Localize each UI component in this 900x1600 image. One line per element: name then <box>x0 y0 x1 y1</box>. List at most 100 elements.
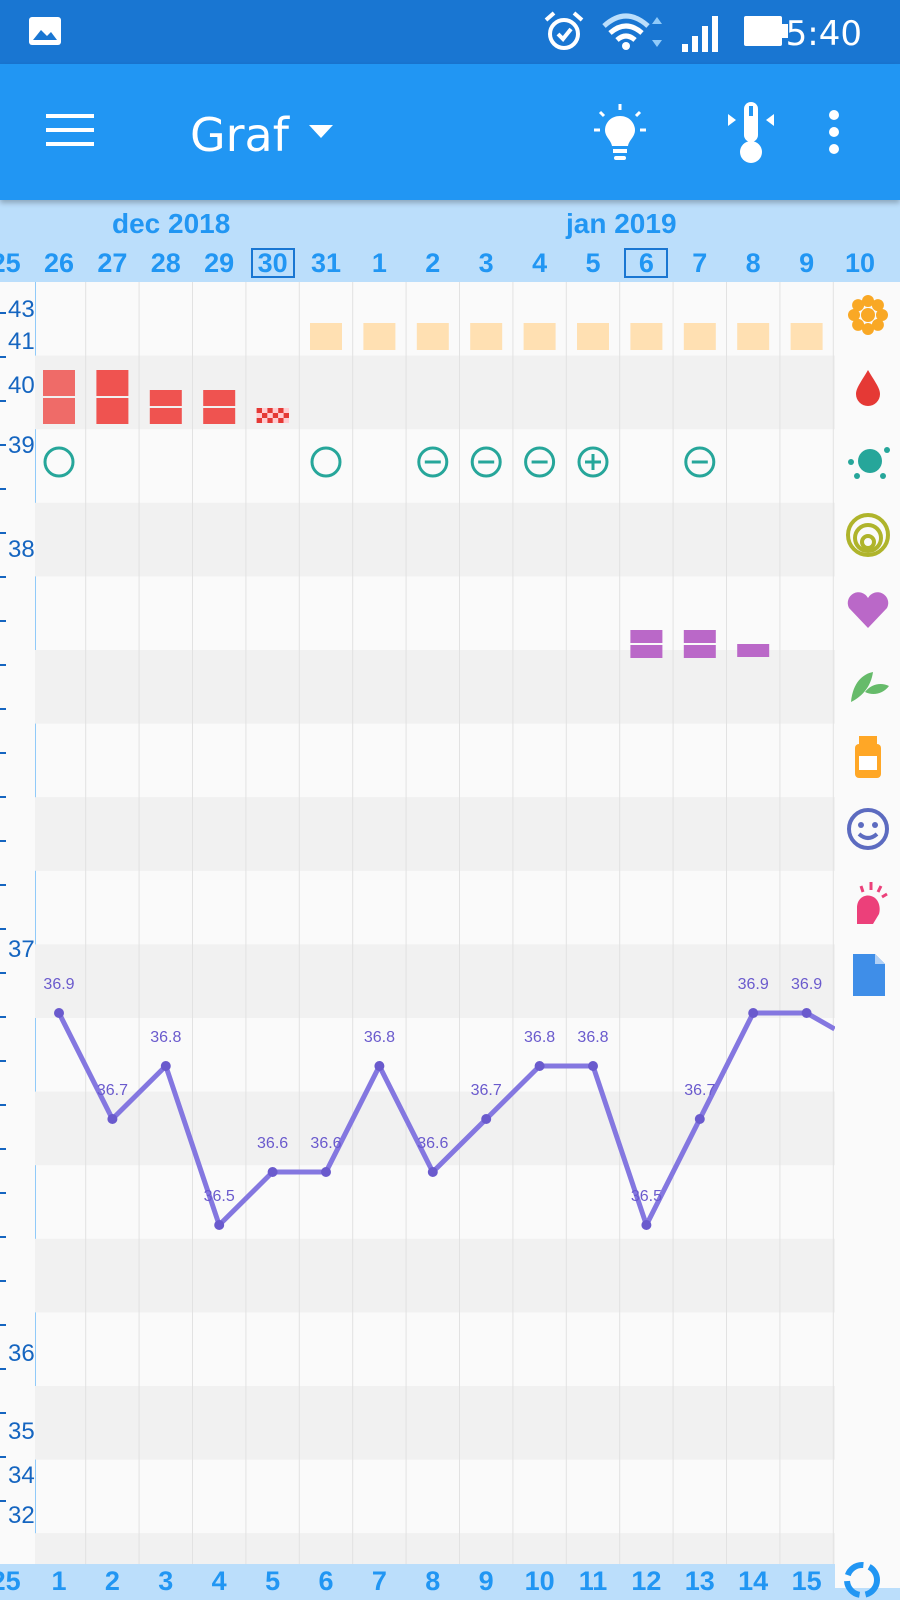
temperature-point <box>534 1061 545 1071</box>
battery-icon <box>744 16 788 46</box>
date-header-day[interactable]: 29 <box>204 248 235 278</box>
cycle-day-label: 5 <box>265 1566 281 1596</box>
temperature-point <box>801 1008 812 1018</box>
cycle-day-label: 25 <box>0 1566 21 1596</box>
temperature-point <box>427 1167 438 1177</box>
temperature-point <box>588 1061 598 1071</box>
date-header-day[interactable]: 7 <box>692 248 708 278</box>
thermometer-icon[interactable] <box>726 98 776 168</box>
spotting-marker <box>278 413 284 418</box>
sync-icon[interactable] <box>842 1560 882 1600</box>
menstruation-bar <box>43 370 75 396</box>
spotting-marker <box>283 418 289 423</box>
spotting-marker <box>278 408 284 413</box>
cervical-mucus-marker <box>630 323 663 350</box>
libido-bar <box>737 644 770 657</box>
more-options-icon[interactable] <box>826 110 842 154</box>
temperature-value-label: 36.6 <box>257 1135 288 1152</box>
page-title: Graf <box>190 108 289 162</box>
temperature-value-label: 36.9 <box>791 976 822 993</box>
rings-icon[interactable] <box>843 510 893 560</box>
date-header-day[interactable]: 27 <box>97 248 128 278</box>
cycle-day-label: 8 <box>425 1566 441 1596</box>
cycle-day-label: 14 <box>738 1566 769 1596</box>
intercourse-marker <box>43 446 75 478</box>
gallery-notification-icon <box>29 17 61 45</box>
menstruation-bar <box>203 390 236 406</box>
heart-icon[interactable] <box>843 584 893 634</box>
temperature-value-label: 36.7 <box>471 1082 502 1099</box>
app-bar: Graf <box>0 64 900 200</box>
y-axis-tick <box>0 1192 6 1194</box>
drop-icon[interactable] <box>843 362 893 412</box>
spotting-marker <box>272 418 279 423</box>
temperature-point <box>641 1220 652 1230</box>
date-header-day[interactable]: 31 <box>310 248 342 278</box>
temperature-value-label: 36.8 <box>577 1029 608 1046</box>
libido-bar <box>683 645 716 658</box>
cycle-day-label: 2 <box>104 1566 120 1596</box>
cervical-mucus-marker <box>523 323 556 350</box>
cycle-day-label: 10 <box>524 1566 555 1596</box>
y-axis-tick <box>0 1368 6 1370</box>
date-header-day[interactable]: 30 <box>250 248 295 278</box>
date-header-day[interactable]: 25 <box>0 248 21 278</box>
spotting-marker <box>272 408 279 413</box>
temperature-point <box>54 1008 64 1018</box>
temperature-point <box>321 1167 331 1177</box>
spotting-marker <box>256 413 262 418</box>
y-axis-tick <box>0 928 6 930</box>
date-header-day[interactable]: 6 <box>624 248 669 278</box>
spotting-marker <box>283 413 289 418</box>
y-axis-tick <box>0 972 6 974</box>
y-axis-tick <box>0 708 6 710</box>
splash-icon[interactable] <box>843 436 893 486</box>
leaf-icon[interactable] <box>843 658 893 708</box>
status-bar: 5:40 <box>0 0 900 64</box>
y-axis-tick <box>0 840 6 842</box>
date-header-day[interactable]: 28 <box>150 248 181 278</box>
lightbulb-icon[interactable] <box>592 102 648 164</box>
cervical-mucus-marker <box>683 323 716 350</box>
cervical-mucus-marker <box>737 323 770 350</box>
month-label-dec: dec 2018 <box>112 208 231 239</box>
alarm-icon <box>544 11 584 50</box>
date-header-day[interactable]: 9 <box>799 248 815 278</box>
smiley-icon[interactable] <box>843 804 893 854</box>
spotting-marker <box>283 408 289 413</box>
intercourse-marker <box>310 446 342 478</box>
menstruation-bar <box>203 408 236 424</box>
spotting-marker <box>267 408 273 413</box>
libido-bar <box>630 645 663 658</box>
date-header-day[interactable]: 1 <box>371 248 387 278</box>
cervical-mucus-marker <box>363 323 396 350</box>
note-icon[interactable] <box>843 950 893 1000</box>
pain-icon[interactable] <box>843 878 893 928</box>
y-axis-label: 43 <box>8 296 35 323</box>
libido-bar <box>683 630 716 643</box>
date-header-day[interactable]: 5 <box>585 248 601 278</box>
date-header-day[interactable]: 10 <box>844 248 876 278</box>
date-header-day[interactable]: 3 <box>478 248 494 278</box>
y-axis-tick <box>0 312 6 314</box>
temperature-point <box>694 1114 705 1124</box>
temperature-axis[interactable]: 43 41 40 39 38 37 36 35 34 32 <box>0 282 36 1588</box>
temperature-value-label: 36.9 <box>738 976 769 993</box>
y-axis-tick <box>0 1500 6 1502</box>
menstruation-bar <box>96 398 129 424</box>
intercourse-marker <box>470 446 502 478</box>
dropdown-arrow-icon <box>309 125 333 138</box>
date-header-day[interactable]: 4 <box>532 248 548 278</box>
date-header-day[interactable]: 2 <box>425 248 441 278</box>
date-header-day[interactable]: 26 <box>43 248 75 278</box>
chart-grid[interactable]: 36.9 36.7 36.8 36.5 36.6 36.6 36.8 36.6 36.7 36.8… <box>35 282 835 1588</box>
spotting-marker <box>262 408 268 413</box>
cycle-day-label: 11 <box>578 1566 608 1596</box>
menu-icon[interactable] <box>46 110 94 150</box>
y-axis-label: 37 <box>8 936 35 963</box>
flower-icon[interactable] <box>843 290 893 340</box>
date-header-day[interactable]: 8 <box>745 248 761 278</box>
pill-bottle-icon[interactable] <box>843 732 893 782</box>
menstruation-bar <box>149 390 182 406</box>
cervical-mucus-marker <box>310 323 342 350</box>
